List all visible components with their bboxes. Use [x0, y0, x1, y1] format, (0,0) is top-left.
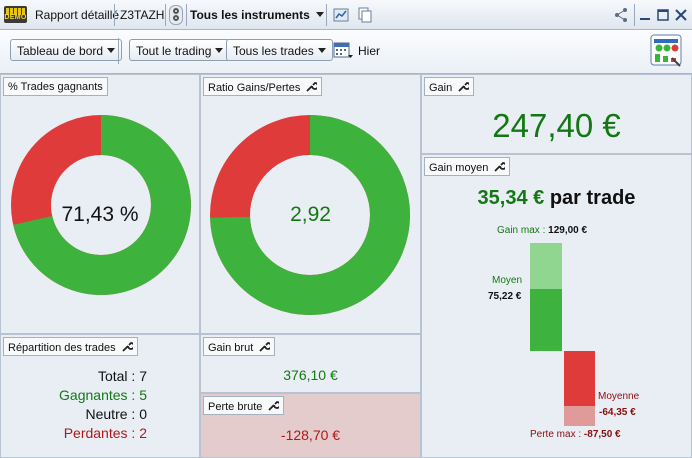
breakdown-panel: Répartition des trades Total : 7 Gagnant… [0, 334, 200, 458]
breakdown-win: Gagnantes : 5 [59, 387, 147, 403]
wrench-icon[interactable] [493, 161, 506, 173]
ratio-donut [210, 115, 410, 315]
breakdown-total: Total : 7 [97, 368, 147, 384]
gross-loss-value: -128,70 € [280, 427, 341, 443]
wrench-icon[interactable] [457, 81, 470, 93]
breakdown-neutral: Neutre : 0 [85, 406, 148, 422]
ratio-title: Ratio Gains/Pertes [203, 77, 323, 96]
gross-loss-panel: Perte brute -128,70 € [200, 393, 421, 458]
trades-dropdown[interactable]: Tous les trades [226, 39, 333, 61]
wrench-icon[interactable] [258, 341, 271, 353]
avg-gain-bar [530, 289, 562, 351]
avg-gain-title: Gain moyen [424, 157, 511, 176]
avg-gain-amount: 75,22 € [488, 291, 522, 302]
wrench-icon[interactable] [267, 400, 280, 412]
gross-gain-title: Gain brut [203, 337, 276, 356]
gross-gain-panel: Gain brut 376,10 € [200, 334, 421, 393]
max-gain: Gain max : 129,00 € [497, 225, 588, 236]
wrench-icon[interactable] [305, 81, 318, 93]
win-rate-value: 71,43 % [61, 203, 139, 226]
account-label: Z3TAZH [120, 8, 165, 22]
chart-window-icon[interactable] [333, 7, 349, 23]
max-gain-bar [530, 243, 562, 289]
link-icon[interactable] [169, 5, 183, 25]
breakdown-list: Total : 7 Gagnantes : 5 Neutre : 0 Perda… [1, 367, 147, 443]
win-rate-title: % Trades gagnants [3, 77, 108, 96]
breakdown-title: Répartition des trades [3, 337, 138, 356]
gain-title: Gain [424, 77, 475, 96]
max-loss: Perte max : -87,50 € [530, 429, 621, 440]
minimize-icon[interactable] [637, 7, 653, 23]
ratio-value: 2,92 [290, 203, 331, 226]
title-bar: DEMO Rapport détaillé Z3TAZH Tous les in… [0, 0, 692, 30]
breakdown-loss: Perdantes : 2 [63, 425, 147, 441]
instruments-dropdown[interactable]: Tous les instruments [190, 8, 324, 22]
avg-gain-panel: Gain moyen 35,34 € par trade Gain max : … [421, 154, 692, 458]
copy-icon[interactable] [357, 7, 373, 23]
donut-win-segment [11, 115, 191, 295]
gross-gain-value: 376,10 € [283, 367, 338, 383]
trading-dropdown[interactable]: Tout le trading [129, 39, 231, 61]
win-rate-panel: % Trades gagnants 71,43 % [0, 74, 200, 334]
tab-rapport-detaille[interactable]: Rapport détaillé [35, 8, 120, 22]
gain-panel: Gain 247,40 € [421, 74, 692, 154]
demo-icon: DEMO [4, 6, 27, 23]
gain-value: 247,40 € [492, 107, 621, 144]
close-icon[interactable] [673, 7, 689, 23]
gross-loss-title: Perte brute [203, 396, 285, 415]
dashboard-settings-icon[interactable] [650, 34, 684, 68]
avg-gain-label: Moyen [492, 275, 523, 286]
toolbar: Tableau de bord Tout le trading Tous les… [0, 30, 692, 74]
donut-win-segment [210, 115, 410, 315]
date-label[interactable]: Hier [358, 44, 381, 58]
avg-loss-bar [564, 351, 595, 406]
max-loss-bar [564, 406, 595, 426]
win-rate-donut [11, 115, 191, 295]
ratio-panel: Ratio Gains/Pertes 2,92 [200, 74, 421, 334]
share-icon[interactable] [613, 7, 629, 23]
maximize-icon[interactable] [655, 7, 671, 23]
calendar-icon[interactable] [333, 40, 353, 60]
wrench-icon[interactable] [121, 341, 133, 353]
avg-gain-headline: 35,34 € par trade [477, 187, 636, 209]
dashboard-dropdown[interactable]: Tableau de bord [10, 39, 123, 61]
avg-loss-label: Moyenne [598, 391, 640, 402]
avg-loss-amount: -64,35 € [599, 407, 636, 418]
